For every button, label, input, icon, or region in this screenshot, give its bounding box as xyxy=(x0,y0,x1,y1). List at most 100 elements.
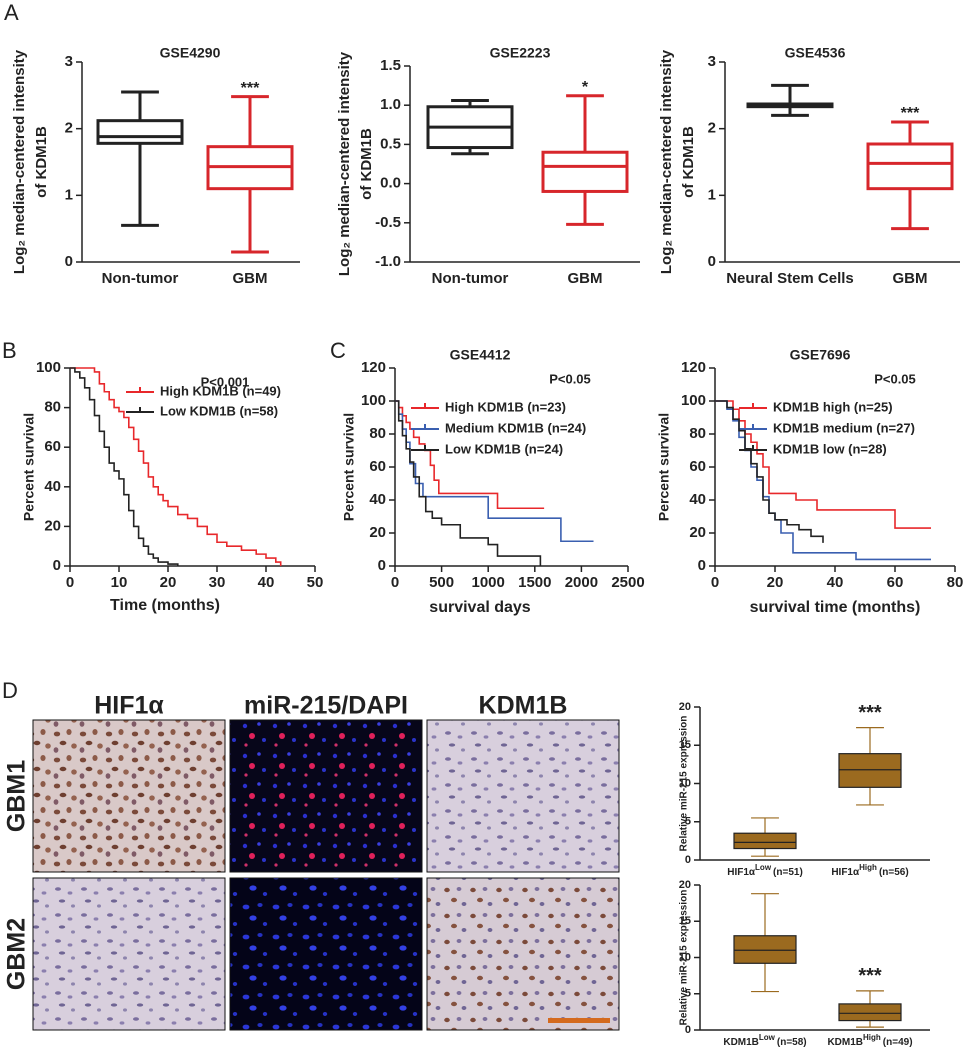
survival-curve xyxy=(70,367,282,566)
column-header: miR-215/DAPI xyxy=(244,692,408,720)
y-axis-label: Percent survival xyxy=(656,413,672,521)
y-tick-label: 0 xyxy=(685,854,691,866)
significance: * xyxy=(582,79,589,96)
legend-label: Low KDM1B (n=24) xyxy=(445,441,563,456)
micrograph xyxy=(32,719,226,873)
x-tick-label: 0 xyxy=(711,574,719,591)
box xyxy=(541,150,629,193)
panel-label: A xyxy=(4,0,19,25)
y-tick-label: 1 xyxy=(708,186,716,203)
y-tick-label: 100 xyxy=(361,392,386,409)
significance: *** xyxy=(858,702,882,724)
y-tick-label: 3 xyxy=(65,53,73,70)
category-superscript: High xyxy=(859,863,877,872)
y-tick-label: 60 xyxy=(369,458,386,475)
box xyxy=(838,1003,902,1022)
y-tick-label: 0 xyxy=(708,253,716,270)
micrograph xyxy=(32,877,226,1031)
y-tick-label: 0 xyxy=(698,557,706,574)
scale-bar xyxy=(548,1018,610,1023)
y-tick-label: 80 xyxy=(689,425,706,442)
x-tick-label: KDM1BLow (n=58) xyxy=(723,1033,806,1048)
category: HIF1α xyxy=(727,867,756,878)
y-tick-label: 60 xyxy=(44,438,61,455)
x-tick-label: 1000 xyxy=(472,574,505,591)
survival-curve xyxy=(715,400,931,529)
category: Neural Stem Cells xyxy=(726,270,854,287)
y-axis-label: of KDM1B xyxy=(33,126,50,198)
x-tick-label: 50 xyxy=(307,574,324,591)
annotation: P<0.001 xyxy=(201,374,250,389)
annotation: P<0.05 xyxy=(549,371,591,386)
y-tick-label: 40 xyxy=(44,478,61,495)
annotation: P<0.05 xyxy=(874,371,916,386)
y-tick-label: 40 xyxy=(369,491,386,508)
x-tick-label: GBM xyxy=(233,270,268,287)
y-tick-label: 40 xyxy=(689,491,706,508)
y-tick-label: 0.0 xyxy=(380,175,401,192)
x-tick-label: 500 xyxy=(429,574,454,591)
row-label: GBM1 xyxy=(3,760,31,832)
x-axis-label: survival time (months) xyxy=(750,599,921,616)
y-tick-label: 5 xyxy=(685,816,691,828)
box xyxy=(733,832,797,850)
x-tick-label: 80 xyxy=(947,574,964,591)
y-tick-label: 20 xyxy=(679,879,691,891)
chart-title: GSE2223 xyxy=(490,45,551,61)
y-axis-label: Relative miR-215 expression xyxy=(679,890,690,1026)
y-tick-label: 20 xyxy=(679,701,691,713)
legend-label: Medium KDM1B (n=24) xyxy=(445,420,586,435)
y-tick-label: 0 xyxy=(53,557,61,574)
x-tick-label: 40 xyxy=(827,574,844,591)
y-tick-label: 120 xyxy=(681,359,706,376)
chart-title: GSE4536 xyxy=(785,45,846,61)
y-tick-label: 15 xyxy=(679,739,691,751)
x-tick-label: 1500 xyxy=(518,574,551,591)
y-tick-label: 15 xyxy=(679,915,691,927)
y-tick-label: 120 xyxy=(361,359,386,376)
y-tick-label: 10 xyxy=(679,951,691,963)
x-tick-label: GBM xyxy=(893,270,928,287)
category: KDM1B xyxy=(827,1037,863,1048)
y-tick-label: 1.5 xyxy=(380,57,401,74)
box xyxy=(733,935,797,964)
x-tick-label: 0 xyxy=(391,574,399,591)
legend-label: KDM1B low (n=28) xyxy=(773,441,887,456)
y-tick-label: 100 xyxy=(681,392,706,409)
y-tick-label: -1.0 xyxy=(375,253,401,270)
x-tick-label: KDM1BHigh (n=49) xyxy=(827,1033,912,1048)
x-axis-label: survival days xyxy=(429,599,531,616)
x-tick-label: HIF1αHigh (n=56) xyxy=(831,863,908,878)
legend-label: High KDM1B (n=23) xyxy=(445,399,566,414)
y-axis-label: Relative miR-215 expression xyxy=(679,716,690,852)
y-tick-label: 20 xyxy=(369,524,386,541)
x-tick-label: GBM xyxy=(568,270,603,287)
micrograph xyxy=(426,719,620,873)
category-note: (n=51) xyxy=(773,867,803,878)
y-tick-label: 80 xyxy=(369,425,386,442)
y-tick-label: -0.5 xyxy=(375,214,401,231)
y-tick-label: 10 xyxy=(679,777,691,789)
x-tick-label: 40 xyxy=(258,574,275,591)
x-tick-label: Non-tumor xyxy=(432,270,509,287)
y-tick-label: 0 xyxy=(65,253,73,270)
y-axis-label: Percent survival xyxy=(21,413,37,521)
chart-title: GSE7696 xyxy=(790,347,851,363)
x-tick-label: 20 xyxy=(767,574,784,591)
x-tick-label: Neural Stem Cells xyxy=(726,270,854,287)
y-axis-label: Log₂ median-centered intensity xyxy=(336,51,353,276)
legend-label: High KDM1B (n=49) xyxy=(160,383,281,398)
x-tick-label: 2500 xyxy=(611,574,644,591)
x-tick-label: HIF1αLow (n=51) xyxy=(727,863,803,878)
y-tick-label: 100 xyxy=(36,359,61,376)
significance: *** xyxy=(241,80,260,97)
panel-label: C xyxy=(330,338,346,363)
y-tick-label: 3 xyxy=(708,53,716,70)
x-tick-label: 30 xyxy=(209,574,226,591)
panel-label: D xyxy=(2,678,18,703)
legend-label: Low KDM1B (n=58) xyxy=(160,403,278,418)
x-tick-label: 2000 xyxy=(565,574,598,591)
y-tick-label: 0 xyxy=(378,557,386,574)
y-tick-label: 2 xyxy=(65,120,73,137)
category: GBM xyxy=(568,270,603,287)
